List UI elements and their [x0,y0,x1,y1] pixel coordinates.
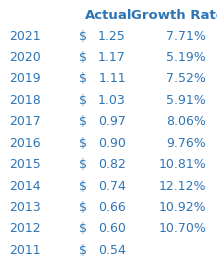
Text: $: $ [79,244,87,257]
Text: $: $ [79,137,87,150]
Text: 0.97: 0.97 [98,115,126,128]
Text: 2018: 2018 [9,94,40,107]
Text: $: $ [79,72,87,85]
Text: $: $ [79,30,87,43]
Text: $: $ [79,158,87,171]
Text: 0.60: 0.60 [98,222,126,235]
Text: 0.66: 0.66 [98,201,126,214]
Text: Growth Rate: Growth Rate [131,9,217,22]
Text: 1.03: 1.03 [98,94,126,107]
Text: 2019: 2019 [9,72,40,85]
Text: Actual: Actual [85,9,132,22]
Text: 2012: 2012 [9,222,40,235]
Text: 0.54: 0.54 [98,244,126,257]
Text: 2011: 2011 [9,244,40,257]
Text: 10.92%: 10.92% [159,201,206,214]
Text: 2016: 2016 [9,137,40,150]
Text: 2020: 2020 [9,51,40,64]
Text: 0.82: 0.82 [98,158,126,171]
Text: 12.12%: 12.12% [159,180,206,192]
Text: 2021: 2021 [9,30,40,43]
Text: 7.71%: 7.71% [166,30,206,43]
Text: 9.76%: 9.76% [166,137,206,150]
Text: 2017: 2017 [9,115,40,128]
Text: 0.90: 0.90 [98,137,126,150]
Text: 1.17: 1.17 [98,51,126,64]
Text: 1.25: 1.25 [98,30,126,43]
Text: 10.81%: 10.81% [158,158,206,171]
Text: 2015: 2015 [9,158,40,171]
Text: $: $ [79,201,87,214]
Text: 0.74: 0.74 [98,180,126,192]
Text: 1.11: 1.11 [98,72,126,85]
Text: 2013: 2013 [9,201,40,214]
Text: 2014: 2014 [9,180,40,192]
Text: $: $ [79,180,87,192]
Text: $: $ [79,222,87,235]
Text: $: $ [79,51,87,64]
Text: 8.06%: 8.06% [166,115,206,128]
Text: $: $ [79,115,87,128]
Text: 5.91%: 5.91% [166,94,206,107]
Text: $: $ [79,94,87,107]
Text: 5.19%: 5.19% [166,51,206,64]
Text: 10.70%: 10.70% [158,222,206,235]
Text: 7.52%: 7.52% [166,72,206,85]
